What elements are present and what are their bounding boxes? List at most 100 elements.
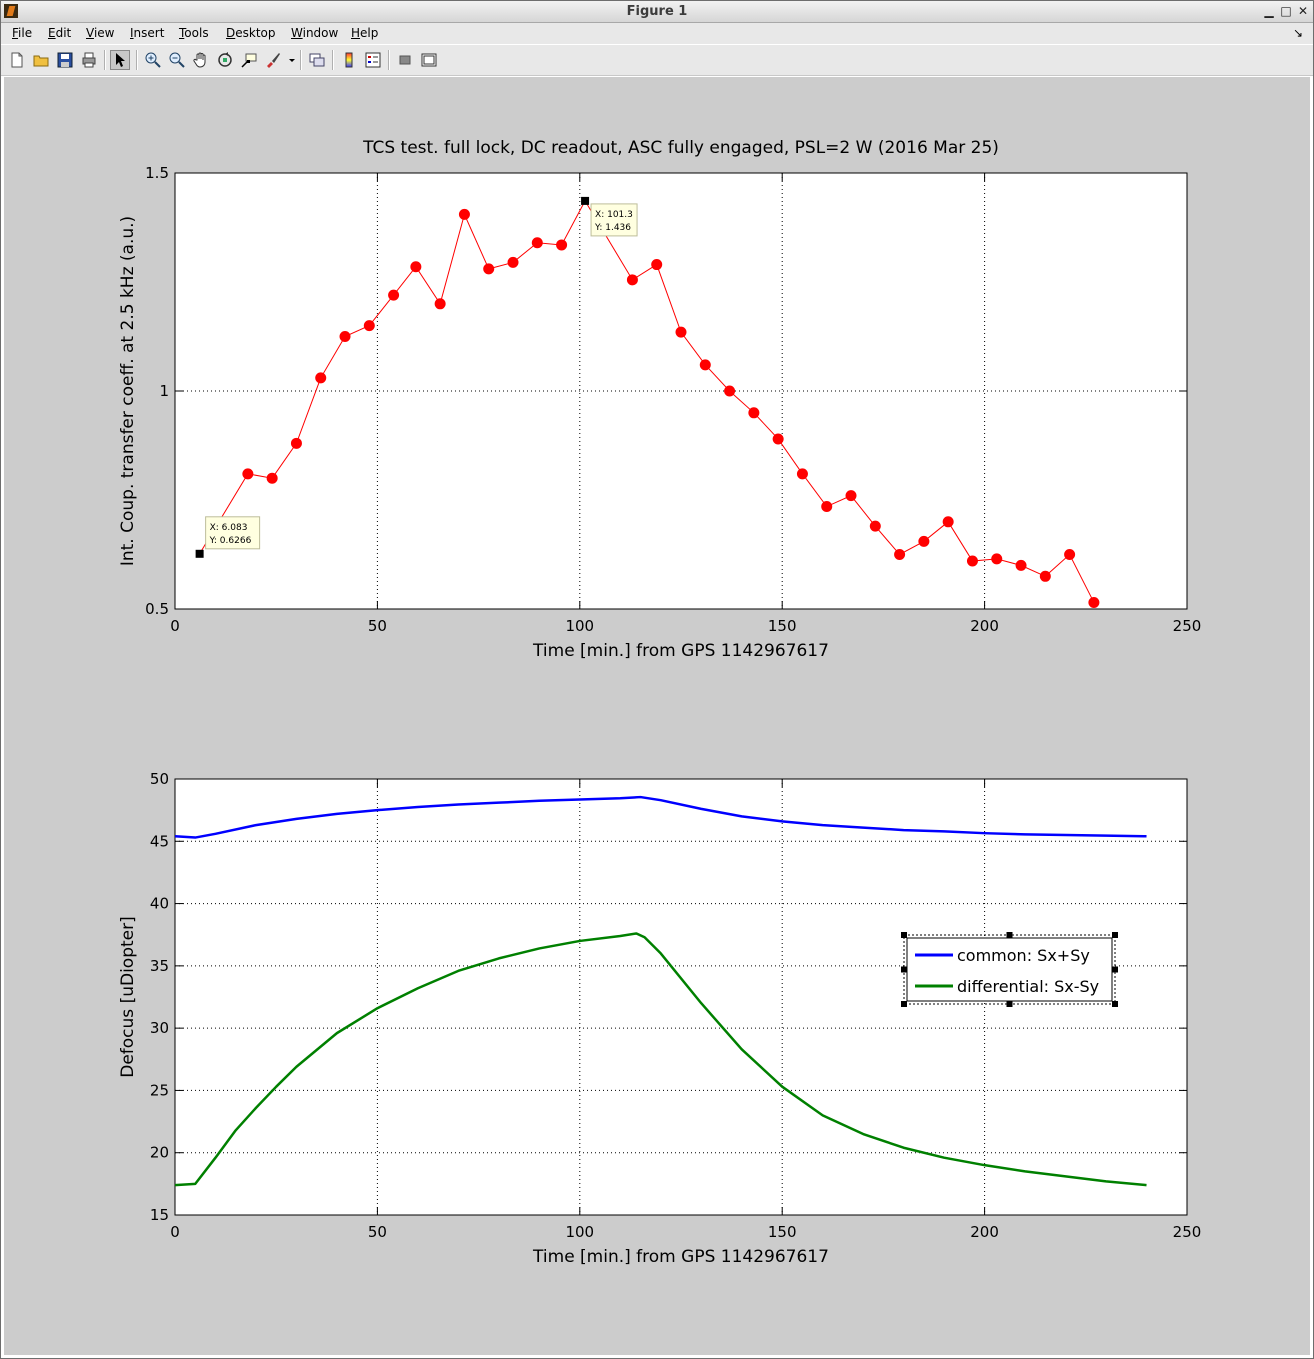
y-tick-label: 25 xyxy=(150,1081,169,1099)
chart-title: TCS test. full lock, DC readout, ASC ful… xyxy=(362,138,999,158)
x-axis-label-top: Time [min.] from GPS 1142967617 xyxy=(532,641,829,661)
legend-icon[interactable] xyxy=(364,51,382,69)
data-point xyxy=(434,298,446,310)
x-tick-label: 250 xyxy=(1173,1223,1202,1241)
toolbar-separator xyxy=(332,50,334,70)
toolbar-separator xyxy=(300,50,302,70)
maximize-icon[interactable]: □ xyxy=(1280,4,1292,18)
data-tips[interactable]: X: 6.083 Y: 0.6266 X: 101.3 Y: 1.436 xyxy=(195,196,638,558)
y-tick-label: 1 xyxy=(159,382,169,400)
axes-top-series xyxy=(199,199,1100,608)
close-icon[interactable]: ✕ xyxy=(1297,4,1309,18)
data-tip-box xyxy=(590,203,638,237)
legend-resize-handle xyxy=(1006,932,1013,938)
data-point xyxy=(869,520,881,532)
menu-edit[interactable]: Edit xyxy=(48,26,72,40)
y-tick-label: 20 xyxy=(150,1144,169,1162)
brush-icon[interactable] xyxy=(264,51,282,69)
data-point xyxy=(483,263,495,275)
legend-resize-handle xyxy=(901,966,907,973)
menu-insert[interactable]: Insert xyxy=(130,26,165,40)
save-icon[interactable] xyxy=(56,51,74,69)
data-point xyxy=(556,239,568,251)
data-tip-y-label: Y: 1.436 xyxy=(594,223,631,233)
toolbar-separator xyxy=(104,50,106,70)
data-point xyxy=(410,261,422,273)
new-figure-icon[interactable] xyxy=(8,51,26,69)
axes-top[interactable]: 0 50 100 150 200 250 0.5 1 1.5 TCS test. full lo… xyxy=(118,138,1201,661)
legend[interactable]: common: Sx+Sy differential: Sx-Sy xyxy=(901,932,1118,1007)
print-icon[interactable] xyxy=(80,51,98,69)
menu-desktop[interactable]: Desktop xyxy=(226,26,276,40)
x-axis-label-bottom: Time [min.] from GPS 1142967617 xyxy=(532,1247,829,1267)
data-point xyxy=(1064,549,1076,560)
series-line-differential xyxy=(174,932,1147,1187)
menu-file[interactable]: File xyxy=(12,26,33,40)
x-tick-label: 50 xyxy=(368,1223,387,1241)
data-point xyxy=(315,372,327,384)
y-tick-label: 0.5 xyxy=(145,600,169,618)
matlab-logo-icon xyxy=(4,4,18,18)
rotate-3d-icon[interactable] xyxy=(216,51,234,69)
menu-help[interactable]: Help xyxy=(351,26,379,40)
y-tick-label: 50 xyxy=(150,770,169,788)
data-point xyxy=(675,326,687,338)
brush-dropdown-icon[interactable] xyxy=(283,51,295,69)
menu-view[interactable]: View xyxy=(86,26,115,40)
data-point xyxy=(966,555,978,567)
data-point xyxy=(918,535,930,547)
menu-bar: File Edit View Insert Tools Desktop Wind… xyxy=(1,23,1313,44)
legend-selection-handles[interactable] xyxy=(901,932,1118,1007)
toolbar-separator xyxy=(136,50,138,70)
colorbar-icon[interactable] xyxy=(340,51,358,69)
data-point xyxy=(531,237,543,249)
title-bar[interactable]: Figure 1 ▁ □ ✕ xyxy=(1,1,1313,23)
minimize-icon[interactable]: ▁ xyxy=(1264,4,1274,18)
data-point xyxy=(942,516,954,528)
data-point xyxy=(796,468,808,480)
hide-plot-tools-icon[interactable] xyxy=(396,51,414,69)
pan-hand-icon[interactable] xyxy=(192,51,210,69)
legend-resize-handle xyxy=(1112,1001,1118,1007)
data-cursor-icon[interactable] xyxy=(240,51,258,69)
data-tip-x-label: X: 101.3 xyxy=(595,210,633,220)
legend-resize-handle xyxy=(901,932,907,938)
data-point xyxy=(363,320,375,332)
data-point xyxy=(748,407,760,419)
data-tip-box xyxy=(205,516,261,550)
link-plot-icon[interactable] xyxy=(308,51,326,69)
legend-resize-handle xyxy=(1112,932,1118,938)
data-point xyxy=(507,256,519,268)
data-point xyxy=(290,437,302,449)
x-tick-label: 0 xyxy=(170,617,180,635)
data-tip-y-label: Y: 0.6266 xyxy=(209,536,252,546)
dock-arrow-icon[interactable]: ↘ xyxy=(1292,26,1303,40)
x-tick-label: 200 xyxy=(970,617,999,635)
zoom-out-icon[interactable] xyxy=(168,51,186,69)
figure-toolbar xyxy=(1,45,1313,76)
data-point xyxy=(894,549,906,560)
open-file-icon[interactable] xyxy=(32,51,50,69)
zoom-in-icon[interactable] xyxy=(144,51,162,69)
y-tick-label: 1.5 xyxy=(145,164,169,182)
figure-canvas[interactable]: 0 50 100 150 200 250 0.5 1 1.5 TCS test. full lo… xyxy=(4,77,1310,1355)
axes-top-grid xyxy=(175,173,1187,609)
data-point xyxy=(388,289,400,301)
window-title: Figure 1 xyxy=(626,4,688,19)
data-point xyxy=(1039,570,1051,582)
show-plot-tools-icon[interactable] xyxy=(420,51,438,69)
legend-resize-handle xyxy=(1006,1001,1013,1007)
x-tick-label: 250 xyxy=(1173,617,1202,635)
data-point xyxy=(991,553,1003,565)
x-tick-label: 150 xyxy=(768,617,797,635)
edit-plot-arrow-icon[interactable] xyxy=(110,50,130,70)
menu-window[interactable]: Window xyxy=(291,26,339,40)
menu-tools[interactable]: Tools xyxy=(179,26,209,40)
axes-bottom[interactable]: 0 50 100 150 200 250 15 20 25 30 35 40 45 50 Time [mi… xyxy=(118,770,1201,1267)
x-tick-label: 0 xyxy=(170,1223,180,1241)
data-point xyxy=(651,259,663,271)
data-tip-marker xyxy=(195,549,204,558)
data-point xyxy=(1015,559,1027,571)
